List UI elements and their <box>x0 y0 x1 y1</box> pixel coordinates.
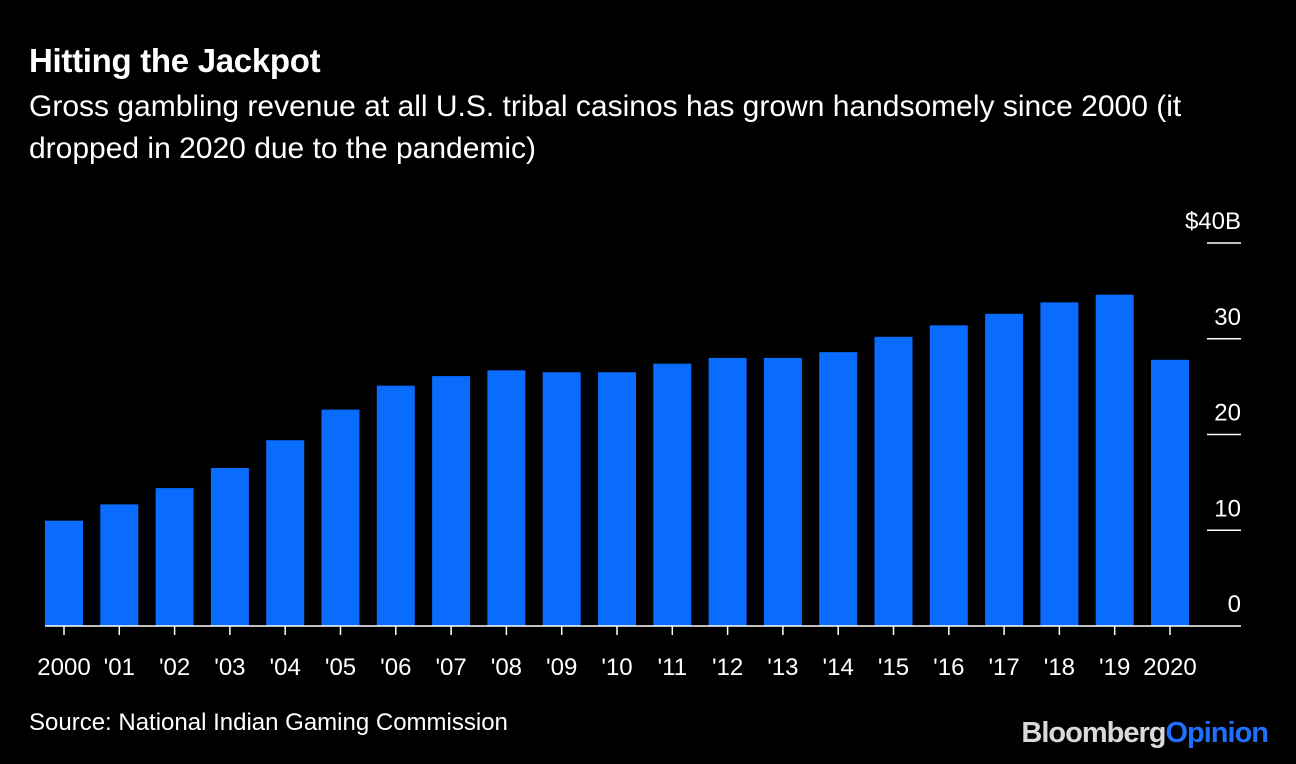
x-tick-label-7: '07 <box>435 654 466 681</box>
chart-subtitle: Gross gambling revenue at all U.S. triba… <box>29 90 1182 165</box>
bar-2 <box>155 488 194 626</box>
bar-6 <box>376 385 415 626</box>
x-tick-label-8: '08 <box>491 654 522 681</box>
bar-chart: 0 10 20 30 $40B 2000 '01 '02 '03 '04 '05 '06 '07 '08… <box>37 208 1241 681</box>
bar-12 <box>708 357 747 626</box>
brand-logo: BloombergOpinion <box>1021 717 1269 750</box>
x-tick-label-20: 2020 <box>1143 654 1196 681</box>
x-tick-label-16: '16 <box>933 654 964 681</box>
bar-10 <box>598 372 636 626</box>
bar-13 <box>763 357 802 626</box>
x-tick-label-11: '11 <box>658 654 688 681</box>
brand-logo-bloomberg: Bloomberg <box>1021 717 1166 749</box>
bar-7 <box>432 376 471 626</box>
y-tick-label-4: $40B <box>1185 208 1241 235</box>
bar-20 <box>1151 359 1189 626</box>
brand-logo-opinion: Opinion <box>1165 717 1269 749</box>
x-tick-label-6: '06 <box>380 654 411 681</box>
x-tick-label-19: '19 <box>1099 654 1130 681</box>
bar-5 <box>321 409 360 626</box>
bars-group <box>45 294 1189 626</box>
source-note: Source: National Indian Gaming Commissio… <box>29 709 508 736</box>
bar-8 <box>487 370 526 626</box>
bar-17 <box>985 313 1024 626</box>
bar-14 <box>819 352 858 626</box>
x-tick-label-18: '18 <box>1044 654 1075 681</box>
x-tick-label-9: '09 <box>546 654 577 681</box>
x-axis: 2000 '01 '02 '03 '04 '05 '06 '07 '08 '09 '10 '11 '12… <box>37 625 1241 681</box>
x-tick-label-0: 2000 <box>37 654 90 681</box>
bar-9 <box>542 372 581 626</box>
bar-15 <box>874 336 913 626</box>
x-tick-label-3: '03 <box>214 654 245 681</box>
y-tick-label-3: 30 <box>1214 304 1241 331</box>
x-tick-label-4: '04 <box>270 654 301 681</box>
y-tick-label-2: 20 <box>1214 400 1241 427</box>
bar-0 <box>45 520 83 626</box>
x-tick-label-14: '14 <box>823 654 854 681</box>
bar-18 <box>1040 302 1079 626</box>
bar-19 <box>1095 294 1134 626</box>
x-tick-label-1: '01 <box>104 654 135 681</box>
bar-1 <box>100 504 139 626</box>
x-tick-label-2: '02 <box>159 654 190 681</box>
x-tick-label-5: '05 <box>325 654 356 681</box>
bar-3 <box>210 468 249 626</box>
y-axis: 0 10 20 30 $40B <box>1185 208 1241 618</box>
x-tick-label-10: '10 <box>601 654 632 681</box>
x-tick-label-12: '12 <box>712 654 743 681</box>
chart-title: Hitting the Jackpot <box>29 42 321 79</box>
y-tick-label-1: 10 <box>1214 495 1241 522</box>
x-tick-label-13: '13 <box>767 654 798 681</box>
x-tick-label-15: '15 <box>878 654 909 681</box>
y-tick-label-0: 0 <box>1228 591 1241 618</box>
x-tick-label-17: '17 <box>988 654 1019 681</box>
bar-4 <box>266 440 305 626</box>
bar-11 <box>653 363 692 626</box>
bar-16 <box>929 325 968 626</box>
